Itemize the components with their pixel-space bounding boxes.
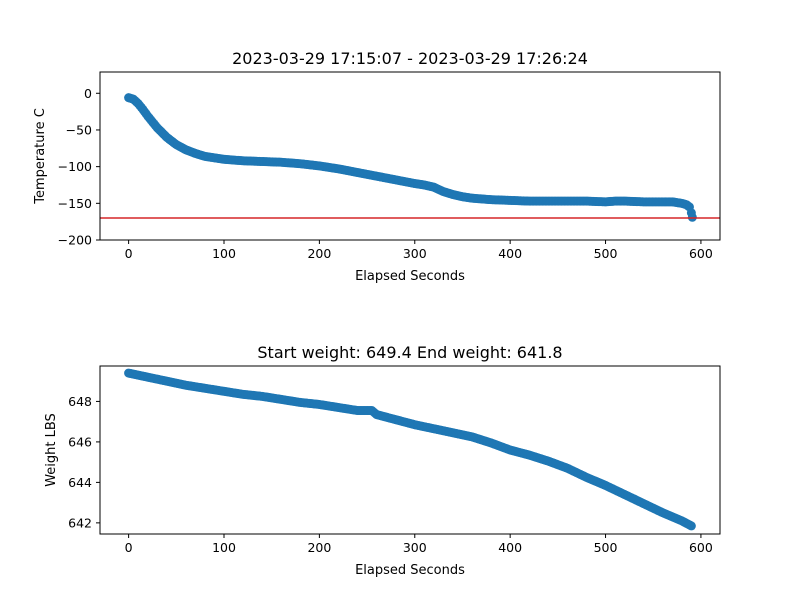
x-tick-label: 600	[689, 540, 713, 555]
y-axis: 0 −50 −100 −150 −200	[58, 86, 100, 248]
y-tick-label: −200	[58, 233, 92, 248]
x-tick-label: 200	[307, 246, 331, 261]
temperature-chart: 2023-03-29 17:15:07 - 2023-03-29 17:26:2…	[33, 49, 721, 284]
x-tick-label: 0	[125, 246, 133, 261]
axes-frame	[99, 365, 721, 535]
x-tick-label: 0	[125, 540, 133, 555]
x-tick-label: 300	[403, 246, 427, 261]
x-axis-label: Elapsed Seconds	[355, 563, 465, 578]
plot-area	[100, 93, 720, 222]
data-point	[686, 521, 696, 531]
x-axis: 0 100 200 300 400 500 600	[125, 240, 713, 261]
y-tick-label: −50	[66, 122, 92, 137]
x-tick-label: 500	[594, 246, 618, 261]
y-tick-label: 642	[68, 515, 92, 530]
y-axis-label: Weight LBS	[44, 413, 59, 487]
x-tick-label: 300	[403, 540, 427, 555]
x-tick-label: 100	[212, 540, 236, 555]
x-axis-label: Elapsed Seconds	[355, 269, 465, 284]
x-axis: 0 100 200 300 400 500 600	[125, 534, 713, 555]
y-tick-label: −100	[58, 159, 92, 174]
y-tick-label: 0	[84, 86, 92, 101]
chart-title: Start weight: 649.4 End weight: 641.8	[257, 343, 562, 362]
y-tick-label: 644	[68, 475, 92, 490]
plot-area	[124, 368, 696, 531]
x-tick-label: 200	[307, 540, 331, 555]
y-tick-label: 648	[68, 394, 92, 409]
x-tick-label: 500	[594, 540, 618, 555]
x-tick-label: 400	[498, 246, 522, 261]
y-tick-label: −150	[58, 196, 92, 211]
weight-chart: Start weight: 649.4 End weight: 641.8 0 1…	[44, 343, 721, 578]
x-tick-label: 400	[498, 540, 522, 555]
y-axis: 642 644 646 648	[68, 394, 100, 530]
chart-title: 2023-03-29 17:15:07 - 2023-03-29 17:26:2…	[232, 49, 588, 68]
x-tick-label: 100	[212, 246, 236, 261]
x-tick-label: 600	[689, 246, 713, 261]
y-tick-label: 646	[68, 434, 92, 449]
y-axis-label: Temperature C	[33, 108, 48, 205]
axes-frame	[99, 71, 721, 241]
